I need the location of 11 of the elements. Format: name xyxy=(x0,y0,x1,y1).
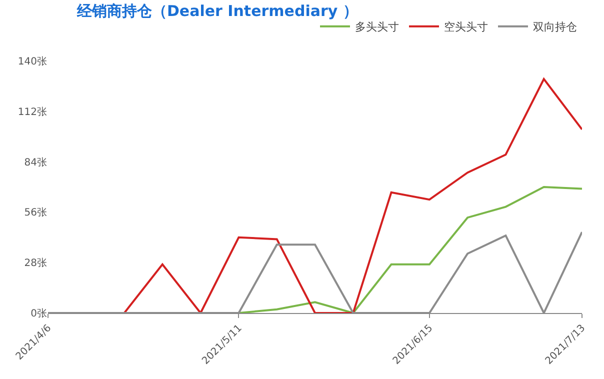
chart-title: 经销商持仓（Dealer Intermediary ） xyxy=(76,2,358,20)
legend-label: 空头头寸 xyxy=(444,20,488,34)
y-tick-label: 28张 xyxy=(24,257,47,270)
y-tick-label: 56张 xyxy=(24,206,47,219)
y-tick-label: 140张 xyxy=(18,56,47,68)
y-tick-label: 84张 xyxy=(24,156,47,168)
y-tick-label: 112张 xyxy=(18,106,47,118)
legend-label: 双向持仓 xyxy=(533,20,577,34)
legend-label: 多头头寸 xyxy=(355,20,399,34)
line-series xyxy=(238,186,582,313)
y-tick-label: 0张 xyxy=(30,308,47,320)
